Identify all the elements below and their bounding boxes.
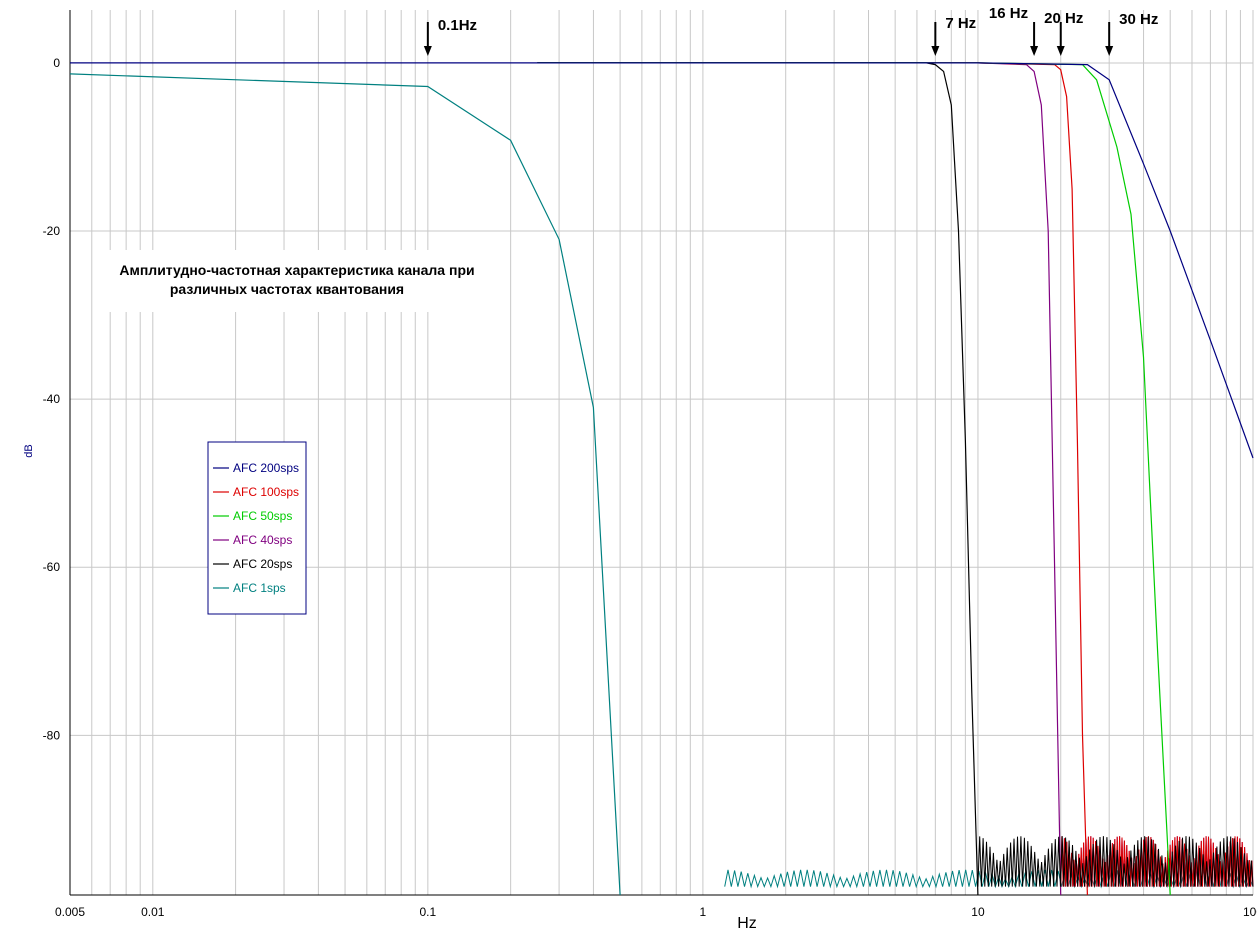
chart-title-box: Амплитудно-частотная характеристика кана… <box>104 250 496 312</box>
y-axis-label: dB <box>23 444 35 457</box>
annotation-label: 20 Hz <box>1044 10 1083 27</box>
x-tick-label: 0.1 <box>420 905 437 919</box>
legend-label: AFC 200sps <box>233 461 299 475</box>
x-tick-label: 10 <box>971 905 985 919</box>
legend-label: AFC 50sps <box>233 509 292 523</box>
annotation-arrow-head <box>1030 46 1039 56</box>
series-layer <box>69 62 1254 896</box>
x-tick-label: 0.005 <box>55 905 85 919</box>
annotation-label: 30 Hz <box>1119 11 1158 28</box>
annotation-label: 0.1Hz <box>438 17 477 34</box>
series-noise <box>977 836 1254 887</box>
series-line <box>69 73 621 896</box>
chart-title-line-2: различных частотах квантования <box>170 281 404 297</box>
annotation-label: 16 Hz <box>989 5 1028 22</box>
x-tick-label: 1 <box>700 905 707 919</box>
y-tick-label: 0 <box>53 56 60 70</box>
x-tick-label: 0.01 <box>141 905 165 919</box>
axes: 0.005 0.01 0.1 1 10 100 0 -20 -40 -60 -80 <box>43 10 1257 919</box>
annotation-arrow-head <box>1105 46 1114 56</box>
annotation-label: 7 Hz <box>945 15 976 32</box>
grid <box>69 10 1254 895</box>
annotation-arrow-head <box>931 46 940 56</box>
x-axis-label: Hz <box>737 915 757 932</box>
legend-label: AFC 1sps <box>233 581 286 595</box>
y-tick-label: -40 <box>43 392 61 406</box>
annotations: 0.1Hz 7 Hz 16 Hz 20 Hz 30 Hz <box>423 5 1158 56</box>
chart-title-line-1: Амплитудно-частотная характеристика кана… <box>119 262 474 278</box>
y-tick-label: -60 <box>43 560 61 574</box>
y-tick-label: -20 <box>43 224 61 238</box>
annotation-arrow-head <box>423 46 432 56</box>
x-tick-label: 100 <box>1243 905 1257 919</box>
legend: AFC 200sps AFC 100sps AFC 50sps AFC 40sps AF… <box>207 441 307 615</box>
series-line <box>70 62 1254 459</box>
y-tick-label: -80 <box>43 728 61 742</box>
legend-label: AFC 40sps <box>233 533 292 547</box>
annotation-arrow-head <box>1056 46 1065 56</box>
legend-label: AFC 20sps <box>233 557 292 571</box>
legend-label: AFC 100sps <box>233 485 299 499</box>
